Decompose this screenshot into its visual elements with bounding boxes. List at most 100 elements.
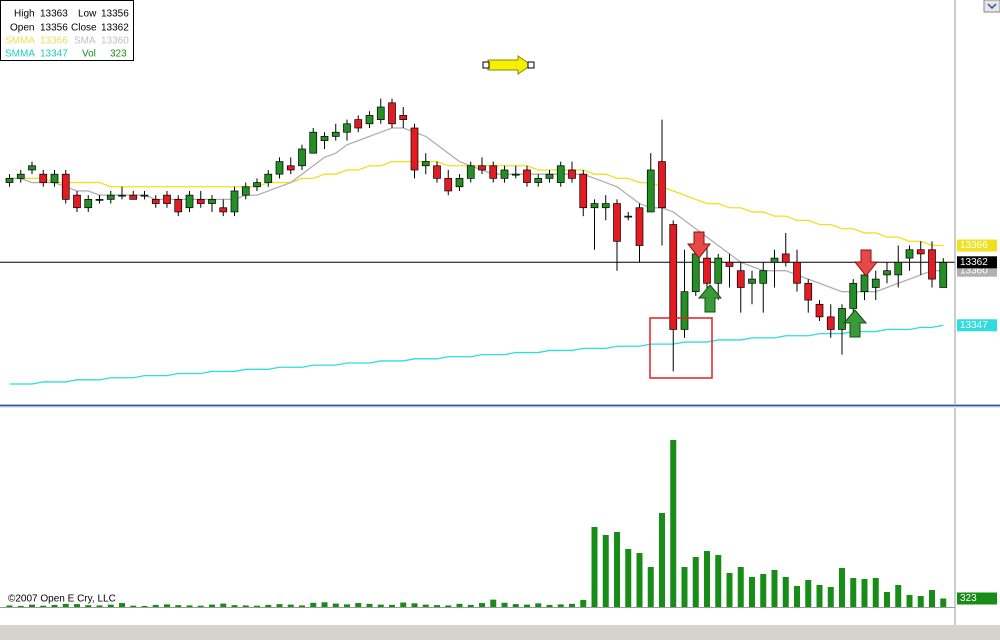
volume-bar <box>614 531 620 607</box>
value-box-label: 13347 <box>960 320 988 331</box>
sell-arrow[interactable] <box>853 249 879 277</box>
candle-body <box>354 119 363 129</box>
volume-bar <box>254 605 260 607</box>
volume-bar <box>501 602 508 607</box>
volume-bar <box>321 602 328 607</box>
candle-body <box>196 199 205 204</box>
value-box-label: 13362 <box>960 257 988 268</box>
candle-body <box>613 203 621 242</box>
candle-body <box>118 194 126 197</box>
volume-bar <box>591 527 598 607</box>
candle-body <box>433 165 441 179</box>
candle-body <box>928 249 936 280</box>
volume-bar <box>467 604 474 607</box>
info-value: 13347 <box>40 49 68 60</box>
candle-body <box>601 203 610 209</box>
volume-bar <box>152 604 159 607</box>
candle-body <box>343 123 351 133</box>
candle-body <box>793 261 801 284</box>
volume-bar <box>310 602 317 607</box>
candle-body <box>770 257 779 263</box>
candle-body <box>871 278 880 288</box>
volume-bar <box>377 604 384 607</box>
value-box-label: 323 <box>960 593 977 604</box>
volume-bar <box>434 605 440 607</box>
candle-body <box>579 173 588 209</box>
candle-body <box>860 274 869 293</box>
candle-body <box>208 199 216 204</box>
candle-body <box>388 102 396 125</box>
ma-line <box>9 160 944 247</box>
volume-bar <box>940 598 947 607</box>
volume-bar <box>479 603 485 607</box>
candle-body <box>646 169 655 213</box>
volume-bar <box>929 590 935 607</box>
candle-body <box>568 169 576 179</box>
value-box <box>957 592 997 605</box>
candle-body <box>905 249 914 259</box>
volume-bar <box>197 605 204 607</box>
volume-bar <box>681 566 688 607</box>
candle-body <box>174 199 183 213</box>
volume-bar <box>209 604 215 607</box>
volume-bar <box>17 605 24 607</box>
candle-body <box>331 131 340 137</box>
volume-bar <box>917 595 924 607</box>
volume-bar <box>74 604 80 607</box>
volume-bar <box>625 548 632 607</box>
volume-bar <box>422 604 429 607</box>
volume-bar <box>794 586 800 607</box>
candle-body <box>286 165 295 171</box>
candle-body <box>39 173 48 183</box>
volume-bar <box>602 534 609 607</box>
yellow-arrow <box>487 55 532 75</box>
info-label: High <box>14 9 35 20</box>
scrollbar[interactable] <box>0 625 1000 640</box>
candle-body <box>253 182 261 188</box>
volume-bar <box>119 603 125 607</box>
candle-body <box>635 207 644 246</box>
candle-body <box>736 270 745 288</box>
volume-bar <box>411 603 418 607</box>
info-label: Vol <box>82 49 96 60</box>
candle-body <box>680 291 689 330</box>
candle-body <box>309 131 318 154</box>
volume-bar <box>29 604 35 607</box>
info-label: Low <box>78 9 97 20</box>
buy-arrow[interactable] <box>842 309 868 338</box>
volume-bar <box>130 605 137 607</box>
volume-bar <box>287 604 294 607</box>
candle-body <box>669 224 678 330</box>
candle-body <box>129 194 138 200</box>
candle-body <box>759 270 768 284</box>
volume-bar <box>839 567 845 607</box>
scroll-button[interactable] <box>983 0 1000 13</box>
highlight-box[interactable] <box>649 317 713 379</box>
volume-bar <box>850 577 857 607</box>
candle-body <box>781 253 790 263</box>
candle-body <box>849 282 858 309</box>
candle-body <box>5 178 14 183</box>
candle-body <box>500 169 509 179</box>
volume-bar <box>40 605 47 607</box>
candle-body <box>410 127 419 171</box>
sell-arrow[interactable] <box>686 231 712 259</box>
info-label: SMMA <box>5 49 35 60</box>
info-value: 13356 <box>40 23 68 34</box>
info-label: SMA <box>74 36 96 47</box>
volume-bar <box>141 605 148 607</box>
candle-body <box>511 173 520 176</box>
candle-body <box>399 115 408 120</box>
copyright: ©2007 Open E Cry, LLC <box>8 594 116 605</box>
candle-body <box>815 303 824 318</box>
volume-bar <box>906 594 913 607</box>
candle-body <box>534 178 543 183</box>
buy-arrow[interactable] <box>697 284 723 313</box>
info-label: Close <box>71 23 97 34</box>
candle-body <box>455 178 464 188</box>
arrow-marker[interactable] <box>482 55 535 75</box>
volume-bar <box>107 604 114 607</box>
volume-bar <box>62 603 69 607</box>
volume-bar <box>670 440 677 607</box>
